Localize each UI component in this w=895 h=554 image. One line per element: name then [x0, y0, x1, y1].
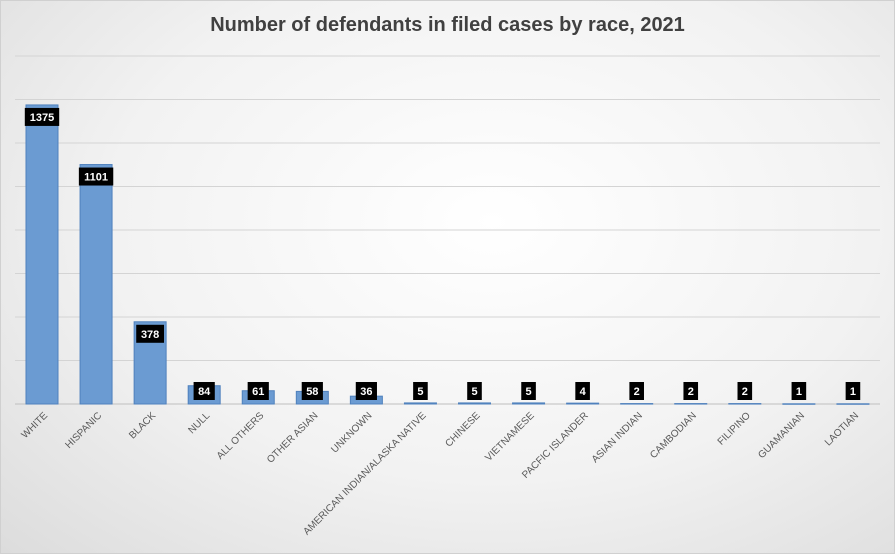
data-label-box: [413, 382, 428, 400]
data-label: 36: [360, 386, 372, 398]
bar: [79, 164, 113, 405]
data-label-box: [24, 107, 60, 126]
x-tick-label: HISPANIC: [64, 410, 105, 451]
data-label-box: [845, 382, 861, 400]
data-label-box: [355, 382, 377, 400]
data-label: 4: [580, 386, 587, 398]
x-tick-label: OTHER ASIAN: [265, 410, 320, 465]
bar: [728, 403, 762, 405]
x-tick-label: FILIPINO: [716, 410, 753, 447]
bar: [674, 403, 708, 405]
bar: [458, 402, 491, 405]
gridlines: [15, 55, 880, 405]
x-tick-label: WHITE: [20, 410, 51, 441]
x-tick-label: UNKNOWN: [329, 410, 374, 455]
x-tick-label: ALL OTHERS: [215, 410, 267, 462]
bar: [25, 104, 59, 405]
x-tick-label: ASIAN INDIAN: [590, 410, 645, 465]
x-tick-label: AMERICAN INDIAN/ALASKA NATIVE: [301, 410, 428, 537]
data-label-box: [575, 382, 590, 400]
data-label-box: [247, 382, 269, 400]
data-label-box: [683, 382, 699, 400]
x-tick-label: BLACK: [127, 410, 158, 441]
data-labels: 1375 1101 378 84 61 58 36 5 5 5 4 2 2 2 1 1: [24, 107, 861, 400]
data-label-box: [193, 382, 215, 400]
data-label-box: [136, 324, 165, 343]
data-label: 5: [471, 386, 477, 398]
x-tick-label: NULL: [186, 410, 212, 436]
data-label: 1375: [30, 112, 54, 124]
data-label-box: [467, 382, 482, 400]
data-label-box: [301, 382, 323, 400]
data-label: 58: [306, 386, 318, 398]
data-label: 2: [688, 386, 694, 398]
x-tick-label: LAOTIAN: [823, 410, 861, 448]
bar: [403, 402, 437, 405]
data-label-box: [78, 167, 114, 186]
x-tick-label: CHINESE: [443, 410, 482, 449]
data-label-box: [737, 382, 753, 400]
data-label: 2: [742, 386, 748, 398]
bar: [782, 403, 816, 405]
bar: [566, 402, 600, 405]
x-tick-label: GUAMANIAN: [756, 410, 807, 461]
data-label-box: [521, 382, 536, 400]
bar: [836, 403, 870, 405]
data-label: 5: [417, 386, 423, 398]
data-label: 378: [141, 329, 159, 341]
chart-title: Number of defendants in filed cases by r…: [210, 14, 685, 36]
bars: [25, 104, 870, 405]
data-label: 2: [634, 386, 640, 398]
data-label-box: [629, 382, 644, 400]
data-label: 1: [796, 386, 802, 398]
data-label: 1101: [84, 172, 108, 184]
x-tick-label: VIETNAMESE: [483, 410, 537, 464]
bar: [512, 402, 546, 405]
data-label: 1: [850, 386, 856, 398]
data-label: 5: [526, 386, 532, 398]
data-label: 61: [252, 386, 264, 398]
x-tick-label: CAMBODIAN: [648, 410, 699, 461]
data-label: 84: [198, 386, 211, 398]
data-label-box: [791, 382, 807, 400]
bar: [620, 403, 654, 405]
